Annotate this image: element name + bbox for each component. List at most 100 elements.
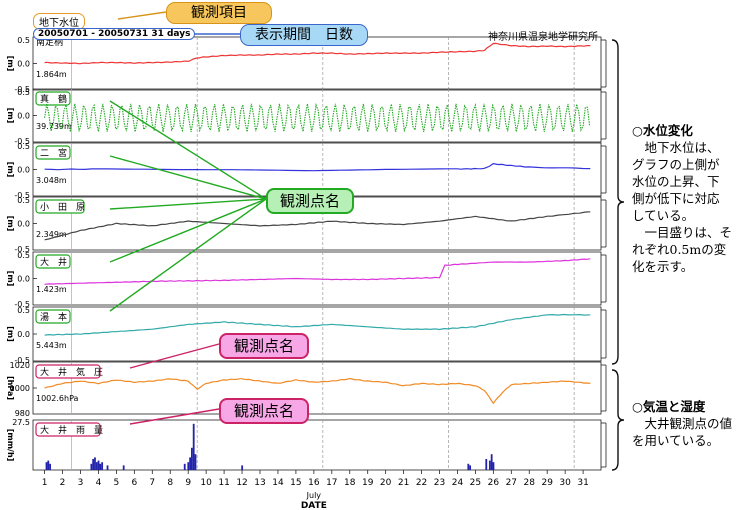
y-tick-label: 1020 <box>10 361 30 370</box>
rain-bar <box>97 460 100 470</box>
x-tick-label: 1 <box>42 478 48 488</box>
x-tick-label: 23 <box>434 478 445 488</box>
x-tick-label: 30 <box>559 478 571 488</box>
water-note: ○水位変化 地下水位は、 グラフの上側が 水位の上昇、下 側が低下に対応 してい… <box>632 122 744 275</box>
y-tick-label: 980 <box>15 409 30 418</box>
weather-brace <box>611 369 625 471</box>
rain-bar <box>94 457 96 470</box>
station-label-box <box>35 422 101 437</box>
x-axis-label: DATE <box>301 501 327 510</box>
callout-pointer <box>109 198 267 210</box>
x-tick-label: 5 <box>114 478 120 488</box>
rain-bar <box>90 463 93 470</box>
callout-station-name-water: 観測点名 <box>266 188 354 214</box>
weather-note-line: 大井観測点の値 <box>632 416 733 431</box>
panel-frame <box>32 419 602 471</box>
rain-bar <box>194 454 197 470</box>
station-label: 大 井 気 圧 <box>40 366 103 378</box>
rain-bar <box>485 459 488 470</box>
y-axis-label: [m] <box>6 326 15 342</box>
y-axis-label: [hPa] <box>6 376 15 400</box>
callout-pointer <box>109 198 267 312</box>
station-label: 小 田 原 <box>40 202 85 213</box>
rain-bar <box>190 447 193 470</box>
panel-frame <box>32 88 602 143</box>
series-line <box>44 313 591 336</box>
x-tick-label: 8 <box>167 478 173 488</box>
rain-bar <box>490 454 493 470</box>
x-tick-label: 24 <box>452 478 464 488</box>
x-tick-label: 4 <box>96 478 102 488</box>
baseline-value: 5.443m <box>36 341 67 350</box>
rain-bar <box>106 465 109 470</box>
y-tick-label: 0.0 <box>17 330 30 339</box>
x-tick-label: 6 <box>131 478 137 488</box>
station-label-box <box>35 364 101 379</box>
rain-bar <box>122 465 125 470</box>
y-tick-label: -0.5 <box>14 137 30 146</box>
callout-station-name-pressure: 観測点名 <box>219 333 309 359</box>
y-tick-label: -0.5 <box>14 356 30 365</box>
y-tick-label: 0.5 <box>17 36 30 45</box>
water-note-line: グラフの上側が <box>632 157 720 172</box>
callout-pointer <box>109 155 267 200</box>
x-tick-label: 16 <box>308 478 320 488</box>
x-tick-label: 10 <box>200 478 212 488</box>
baseline-value: 2.349m <box>36 230 67 239</box>
water-note-line: 化を示す。 <box>632 259 694 274</box>
rain-bar <box>241 465 244 470</box>
y-tick-label: 0.5 <box>17 196 30 205</box>
y-tick-label: 27.5 <box>12 418 30 427</box>
station-label: 大 井 <box>40 256 67 268</box>
weather-note-line: を用いている。 <box>632 433 720 448</box>
y-tick-label: -0.5 <box>14 191 30 200</box>
x-tick-label: 26 <box>488 478 500 488</box>
x-tick-label: 27 <box>506 478 517 488</box>
rain-bar <box>92 459 95 470</box>
callout-observation-item: 観測項目 <box>166 2 272 24</box>
x-tick-label: 29 <box>541 478 553 488</box>
x-tick-label: 12 <box>236 478 247 488</box>
y-tick-label: 0.0 <box>17 275 30 284</box>
station-label: 湯 本 <box>40 311 67 323</box>
y-tick-label: 1000 <box>10 384 30 393</box>
station-label-box <box>35 309 71 324</box>
x-tick-label: 22 <box>416 478 427 488</box>
baseline-value: 1.864m <box>36 70 67 79</box>
x-tick-label: 17 <box>326 478 337 488</box>
station-label-box <box>35 254 71 269</box>
y-axis-label: [m] <box>6 162 15 178</box>
y-tick-label: 0.5 <box>17 306 30 315</box>
weather-note: ○気温と湿度 大井観測点の値 を用いている。 <box>632 398 744 449</box>
water-note-line: 地下水位は、 <box>632 140 720 155</box>
panel-frame <box>32 361 602 415</box>
rain-bar <box>192 423 195 470</box>
y-tick-label: -0.5 <box>14 245 30 254</box>
y-axis-label: [mm/h] <box>6 429 15 462</box>
water-note-line: している。 <box>632 208 695 223</box>
baseline-value: 1.423m <box>36 285 67 294</box>
callout-period-days: 表示期間 日数 <box>240 24 368 46</box>
y-tick-label: 0.5 <box>17 88 30 97</box>
callout-pointer <box>109 100 267 200</box>
x-tick-label: 28 <box>524 478 536 488</box>
x-tick-label: 3 <box>78 478 84 488</box>
callout-pointer <box>117 11 167 20</box>
weather-note-title: ○気温と湿度 <box>632 399 706 414</box>
baseline-value: 39.739m <box>36 122 72 131</box>
rain-bar <box>99 463 102 470</box>
series-line <box>44 162 591 172</box>
x-tick-label: 20 <box>380 478 392 488</box>
series-line <box>44 102 591 133</box>
x-tick-label: 13 <box>254 478 265 488</box>
x-tick-label: 19 <box>362 478 374 488</box>
x-tick-label: 14 <box>272 478 284 488</box>
station-label-box <box>35 91 71 106</box>
y-tick-label: 0.0 <box>17 166 30 175</box>
series-line <box>44 377 591 405</box>
station-label: 真 鶴 <box>40 93 67 105</box>
y-tick-label: -0.5 <box>14 85 30 94</box>
water-note-line: 側が低下に対応 <box>632 191 720 206</box>
station-label: 二 宮 <box>40 147 67 159</box>
